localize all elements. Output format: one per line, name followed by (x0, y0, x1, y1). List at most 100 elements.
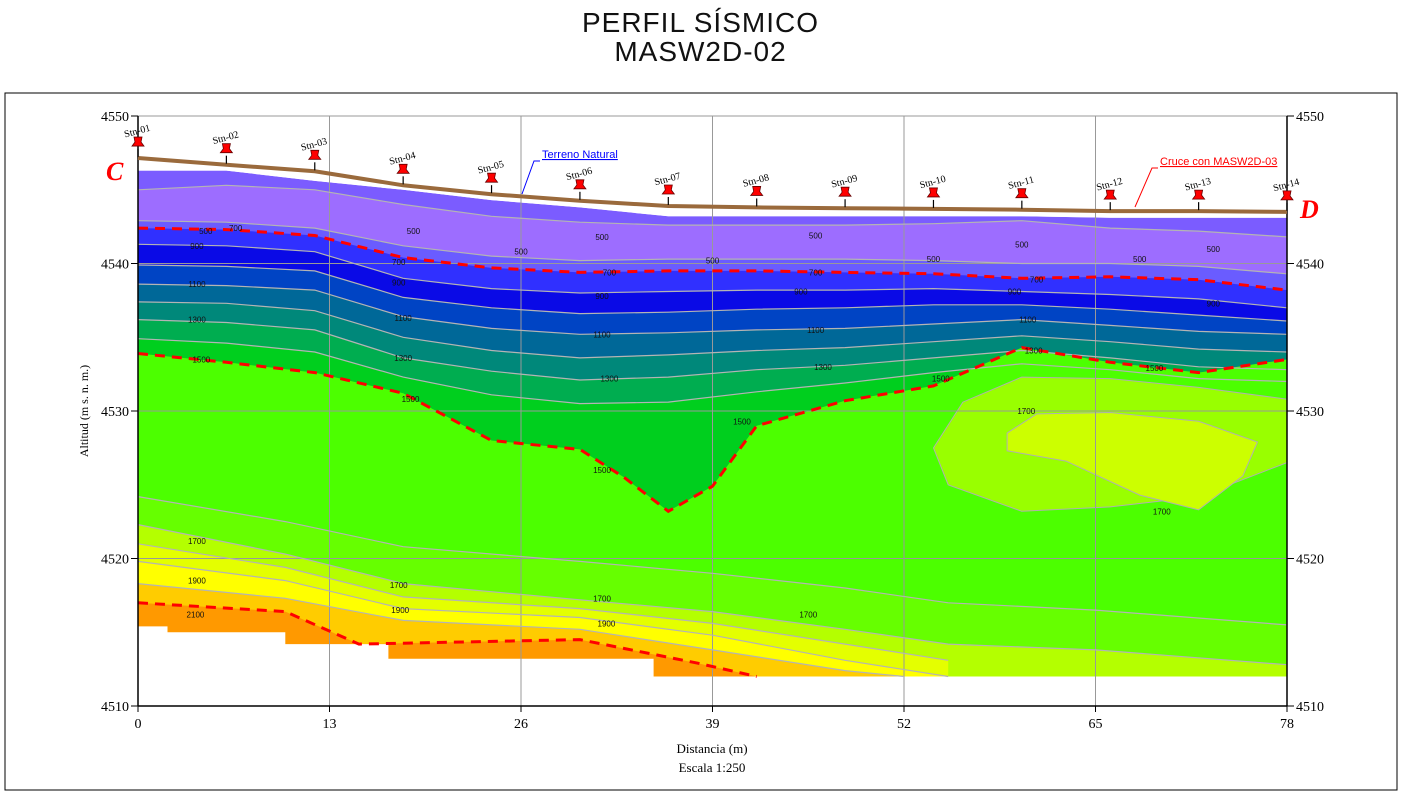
y-tick-label-right: 4540 (1296, 258, 1324, 273)
contour-label: 500 (1207, 245, 1221, 254)
annotation-leader-cruce (1134, 167, 1158, 208)
contour-label: 1900 (391, 606, 409, 615)
contour-label: 500 (809, 231, 823, 240)
contour-lines (137, 184, 1288, 678)
chart-frame (4, 92, 1398, 791)
contour-label: 1700 (799, 611, 817, 620)
island-1800 (1006, 411, 1259, 511)
y-axis-label: Altitud (m s. n. m.) (77, 365, 91, 457)
pushpin-icon (926, 187, 941, 198)
chart-title-line1: PERFIL SÍSMICO (581, 7, 819, 38)
contour-label: 500 (514, 248, 528, 257)
contour-900 (137, 243, 1288, 309)
contour-labels: 500 500 500 500 500 500 500 500 500 500 700 700 700 7… (187, 224, 1221, 628)
contour-label: 900 (794, 288, 808, 297)
contour-1400 (137, 338, 1288, 405)
pushpin-icon (1015, 188, 1029, 199)
y-tick-label-left: 4540 (101, 258, 129, 273)
section-end-left: C (106, 157, 124, 186)
contour-label: 1100 (807, 326, 825, 335)
pushpin-icon (219, 143, 234, 154)
contour-label: 700 (603, 268, 617, 277)
contour-label: 900 (190, 242, 204, 251)
x-tick-label: 65 (1089, 717, 1103, 732)
contour-label: 900 (595, 292, 609, 301)
contour-label: 1100 (1019, 316, 1037, 325)
contour-label: 1700 (593, 594, 611, 603)
contour-label: 700 (392, 258, 406, 267)
x-axis-label: Distancia (m) (676, 741, 747, 756)
annotation-cruce: Cruce con MASW2D-03 (1160, 156, 1277, 168)
contour-label: 1700 (1017, 407, 1035, 416)
contour-1200 (137, 301, 1288, 359)
contour-1800 (137, 543, 949, 661)
contour-1500 (137, 346, 1288, 514)
x-tick-label: 0 (135, 717, 142, 732)
scale-label: Escala 1:250 (679, 760, 746, 775)
contour-label: 700 (229, 224, 243, 233)
ground-line (137, 156, 1288, 214)
contour-label: 1500 (402, 395, 420, 404)
contour-label: 700 (1030, 276, 1044, 285)
chart-title-line2: MASW2D-02 (614, 36, 787, 67)
contour-label: 500 (1133, 255, 1147, 264)
contour-label: 500 (407, 227, 421, 236)
x-tick-label: 26 (514, 717, 528, 732)
contour-label: 1100 (188, 280, 206, 289)
contour-label: 1500 (593, 466, 611, 475)
y-tick-label-left: 4530 (101, 405, 129, 420)
contour-1900 (137, 560, 949, 678)
contour-label: 900 (392, 279, 406, 288)
pushpin-icon (1103, 189, 1118, 200)
contour-label: 1300 (600, 375, 618, 384)
y-tick-label-left: 4510 (101, 700, 129, 715)
x-tick-label: 78 (1280, 717, 1294, 732)
annotation-leader-terreno (521, 160, 540, 195)
pushpin-icon (131, 136, 145, 147)
y-tick-label-left: 4550 (101, 110, 129, 125)
axes: 4510 4510 4520 4520 4530 4530 4540 4540 4550 4550… (101, 110, 1324, 732)
pushpin-icon (838, 186, 852, 197)
contour-label: 500 (927, 255, 941, 264)
contour-label: 1700 (188, 537, 206, 546)
contour-1100 (137, 283, 1288, 335)
contour-400 (137, 184, 1288, 238)
contour-label: 500 (595, 233, 609, 242)
contour-label: 1300 (394, 354, 412, 363)
pushpin-icon (484, 172, 499, 183)
contour-1600 (137, 496, 1288, 626)
annotation-terreno-natural: Terreno Natural (542, 149, 618, 161)
y-tick-label-right: 4520 (1296, 553, 1324, 568)
pushpin-icon (396, 163, 410, 174)
contour-label: 500 (706, 257, 720, 266)
contour-2100 (137, 601, 758, 678)
pushpin-icon (307, 149, 322, 160)
pushpin-icon (749, 186, 764, 196)
contour-label: 1100 (593, 330, 611, 339)
contour-label: 1300 (188, 316, 206, 325)
contour-label: 500 (1015, 240, 1029, 249)
contour-2000 (137, 583, 905, 678)
section-end-right: D (1299, 195, 1319, 224)
chart-title: PERFIL SÍSMICO MASW2D-02 (0, 8, 1401, 66)
contour-label: 1500 (733, 417, 751, 426)
y-tick-label-right: 4550 (1296, 110, 1324, 125)
contour-label: 1300 (1025, 347, 1043, 356)
contour-label: 1700 (390, 581, 408, 590)
contour-label: 1900 (188, 577, 206, 586)
contour-label: 2100 (187, 611, 205, 620)
mask-below-model (138, 626, 1287, 707)
contour-700 (137, 226, 1288, 292)
contour-label: 500 (199, 227, 213, 236)
x-tick-label: 13 (323, 717, 337, 732)
contour-label: 900 (1207, 299, 1221, 308)
station-marker: Stn-05 (477, 159, 505, 194)
x-tick-label: 52 (897, 717, 911, 732)
pushpin-icon (661, 184, 676, 195)
contour-1000 (137, 264, 1288, 322)
y-tick-label-left: 4520 (101, 553, 129, 568)
contour-1300 (137, 319, 1288, 381)
contour-label: 1500 (1146, 364, 1164, 373)
contour-label: 1100 (395, 314, 413, 323)
